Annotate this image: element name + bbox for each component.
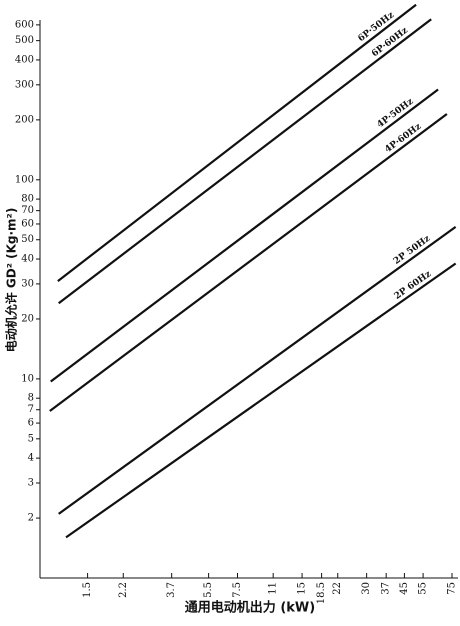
- x-tick-label: 1.5: [82, 582, 93, 598]
- y-tick-label: 10: [21, 373, 34, 384]
- y-tick-label: 20: [21, 313, 34, 324]
- series-label: 2P 50Hz: [392, 234, 432, 267]
- y-tick-label: 600: [15, 19, 34, 30]
- series-line: [58, 226, 457, 515]
- series-line: [65, 262, 457, 539]
- y-tick-label: 500: [15, 35, 34, 46]
- y-tick-label: 2: [28, 513, 34, 524]
- y-tick-label: 5: [28, 433, 34, 444]
- x-tick-label: 55: [418, 582, 429, 595]
- y-tick-label: 400: [15, 54, 34, 65]
- y-tick-label: 100: [15, 174, 34, 185]
- x-tick-label: 7.5: [232, 582, 243, 598]
- x-tick-label: 2.2: [118, 582, 129, 598]
- series-label: 4P·50Hz: [376, 97, 416, 130]
- y-tick-label: 80: [21, 194, 34, 205]
- x-tick-label: 45: [399, 582, 410, 595]
- series-line: [57, 3, 417, 282]
- x-tick-label: 15: [297, 582, 308, 595]
- y-tick-label: 40: [21, 254, 34, 265]
- y-tick-label: 6: [28, 418, 34, 429]
- x-tick-label: 18.5: [316, 582, 327, 604]
- x-tick-label: 22: [332, 582, 343, 595]
- y-tick-label: 4: [28, 453, 34, 464]
- x-tick-label: 5.5: [203, 582, 214, 598]
- x-tick-label: 11: [268, 582, 279, 595]
- series-label: 2P 60Hz: [393, 269, 433, 302]
- series-line: [50, 88, 439, 383]
- x-axis-title: 通用电动机出力 (kW): [185, 600, 315, 616]
- y-tick-label: 200: [15, 114, 34, 125]
- y-tick-label: 30: [21, 278, 34, 289]
- y-tick-label: 60: [21, 218, 34, 229]
- y-tick-label: 300: [15, 79, 34, 90]
- y-tick-label: 7: [28, 404, 34, 415]
- x-tick-label: 30: [361, 582, 372, 595]
- series-line: [58, 18, 432, 305]
- y-axis-title: 电动机允许 GD² (Kg·m²): [4, 208, 19, 353]
- y-tick-label: 3: [28, 478, 34, 489]
- series-line: [49, 113, 448, 412]
- y-tick-label: 70: [21, 205, 34, 216]
- y-tick-label: 50: [21, 234, 34, 245]
- x-tick-label: 75: [446, 582, 457, 595]
- x-tick-label: 37: [381, 582, 392, 595]
- y-tick-label: 8: [28, 393, 34, 404]
- x-tick-label: 3.7: [166, 582, 177, 598]
